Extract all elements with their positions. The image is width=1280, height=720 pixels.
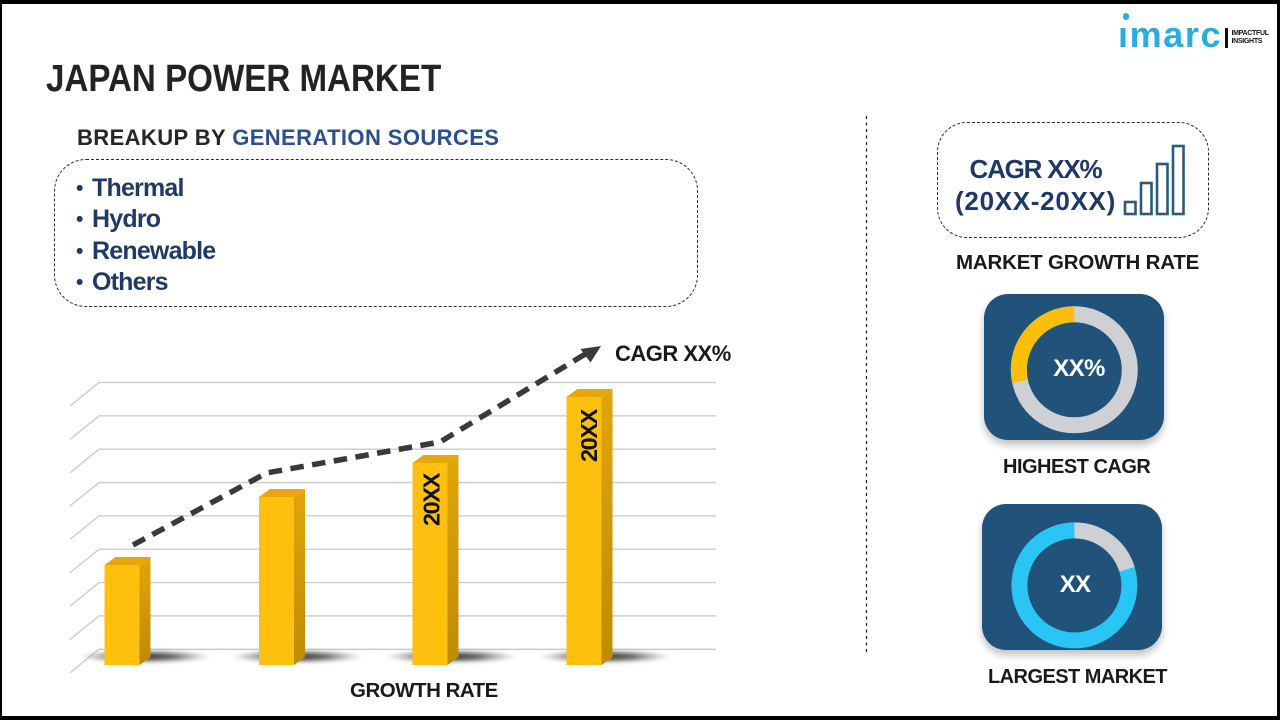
svg-text:20XX: 20XX [576, 408, 602, 462]
svg-text:20XX: 20XX [419, 472, 445, 526]
